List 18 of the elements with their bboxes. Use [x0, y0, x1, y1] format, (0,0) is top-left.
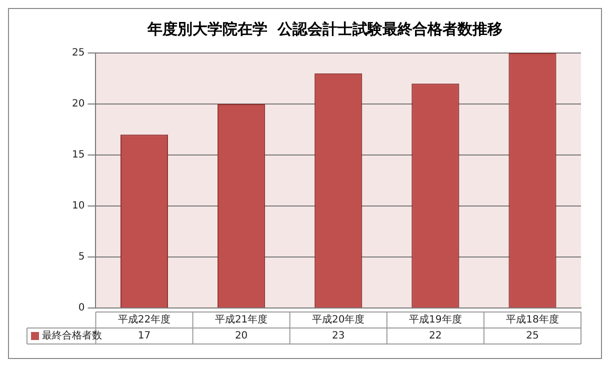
y-tick-label: 20 [72, 98, 85, 110]
x-tick-label: 平成18年度 [506, 314, 559, 326]
y-tick-label: 5 [78, 252, 85, 263]
chart-title: 年度別大学院在学 公認会計士試験最終合格者数推移 [146, 20, 503, 38]
data-label: 25 [526, 330, 539, 342]
x-tick-label: 平成19年度 [409, 314, 462, 326]
y-tick-label: 15 [72, 150, 85, 161]
data-label: 17 [138, 330, 151, 342]
legend-label: 最終合格者数 [42, 330, 102, 342]
x-tick-label: 平成22年度 [118, 314, 171, 326]
x-tick-label: 平成20年度 [312, 314, 365, 326]
y-tick-label: 0 [78, 302, 85, 314]
y-tick-label: 10 [72, 200, 85, 212]
data-label: 22 [429, 330, 442, 342]
y-tick-label: 25 [72, 48, 85, 59]
x-tick-label: 平成21年度 [214, 314, 268, 326]
data-label: 20 [234, 330, 248, 342]
data-label: 23 [332, 330, 345, 342]
